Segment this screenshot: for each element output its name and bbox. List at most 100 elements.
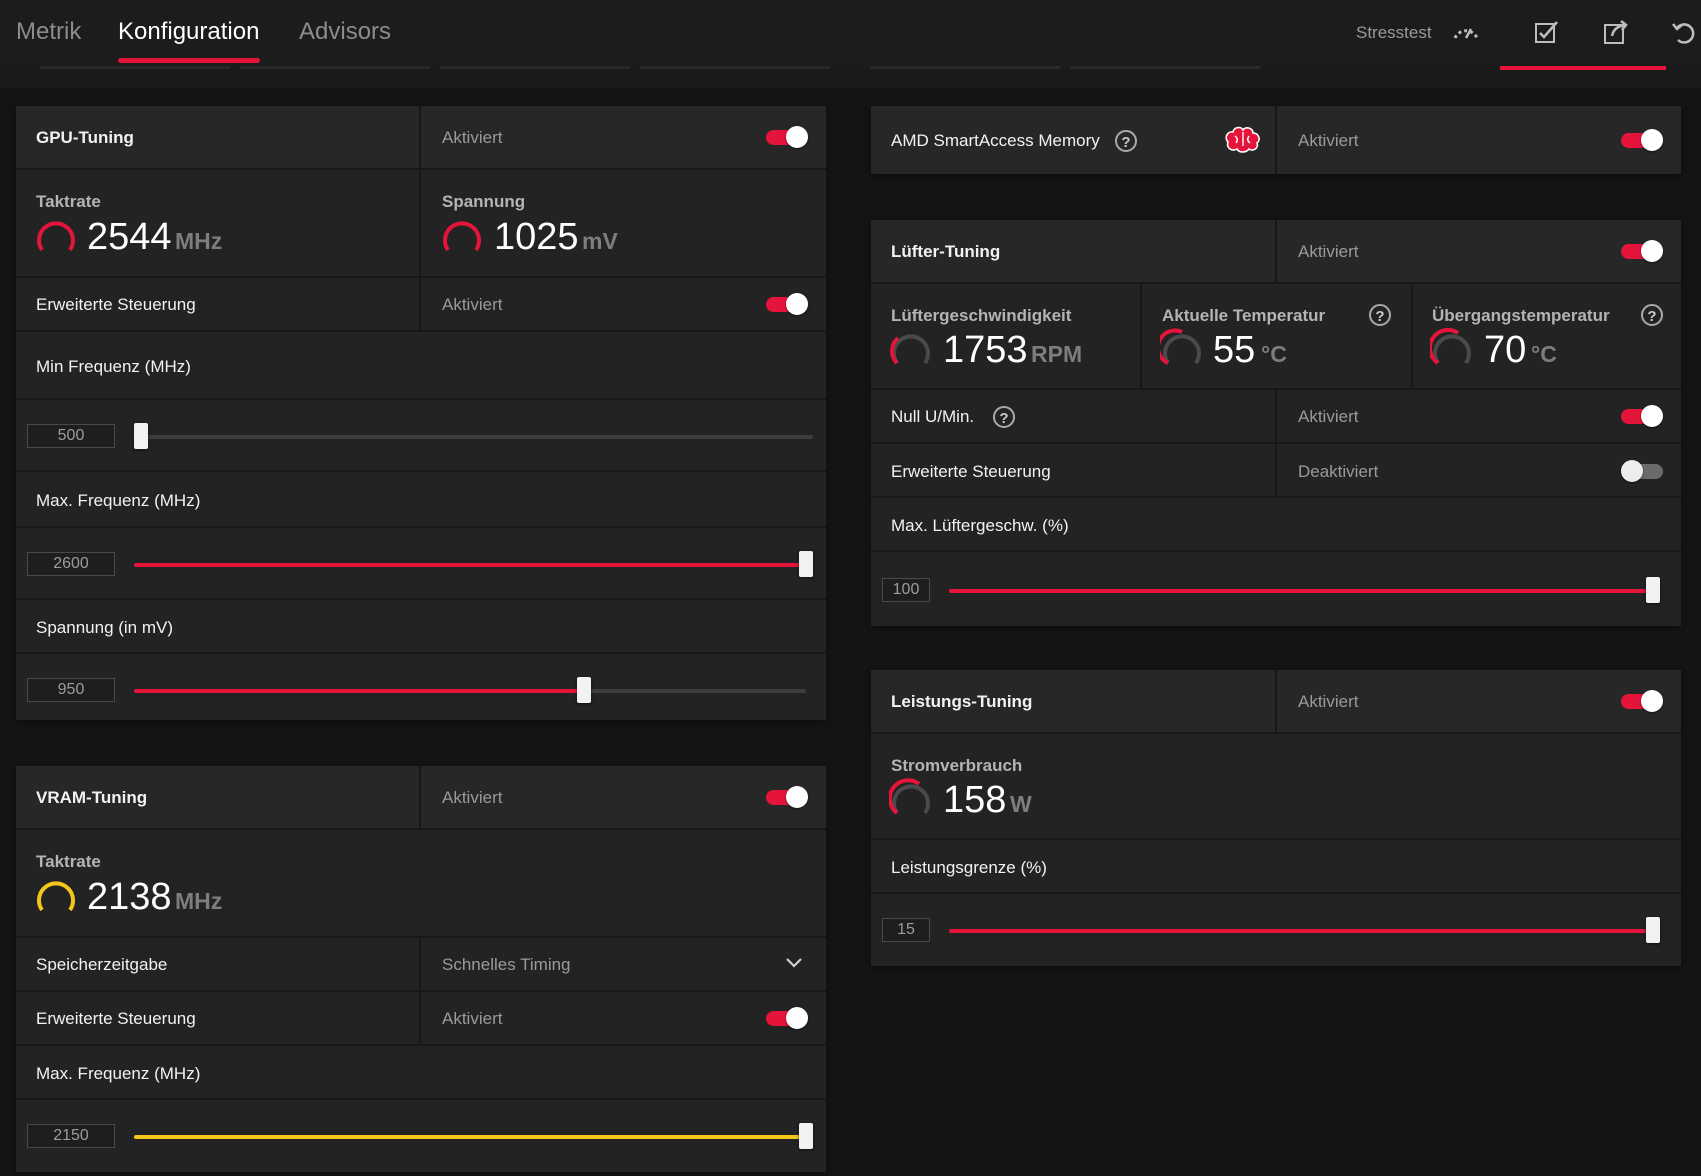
vram-max-freq-slider-fill bbox=[134, 1135, 806, 1139]
vram-tuning-toggle[interactable] bbox=[766, 786, 808, 808]
tab-advisors[interactable]: Advisors bbox=[299, 18, 392, 45]
vram-max-freq-slider-thumb[interactable] bbox=[799, 1123, 813, 1149]
vram-tuning-title: VRAM-Tuning bbox=[36, 788, 148, 807]
memory-timing-label: Speicherzeitgabe bbox=[36, 955, 168, 974]
fan-tuning-header: Lüfter-Tuning Aktiviert bbox=[871, 220, 1681, 284]
power-tuning-panel: Leistungs-Tuning Aktiviert Stromverbrauc… bbox=[871, 670, 1681, 966]
max-fan-speed-value-box[interactable]: 100 bbox=[882, 578, 930, 602]
sub-toolbar-segment bbox=[440, 66, 630, 69]
min-freq-value-box[interactable]: 500 bbox=[27, 424, 115, 448]
reset-icon[interactable] bbox=[1668, 16, 1700, 48]
divider bbox=[419, 766, 421, 828]
vram-max-freq-slider[interactable] bbox=[134, 1123, 813, 1149]
power-metrics-row: Stromverbrauch 158 W bbox=[871, 734, 1681, 840]
tab-metrik[interactable]: Metrik bbox=[16, 18, 82, 45]
voltage-label-row: Spannung (in mV) bbox=[16, 600, 826, 654]
sam-label: AMD SmartAccess Memory bbox=[891, 131, 1100, 150]
power-limit-slider-row: 15 bbox=[871, 894, 1681, 966]
gpu-metrics-row: Taktrate 2544 MHz Spannung 1025 mV bbox=[16, 170, 826, 278]
current-temp-value: 55 bbox=[1213, 329, 1256, 371]
gpu-tuning-toggle[interactable] bbox=[766, 126, 808, 148]
divider bbox=[419, 938, 421, 990]
help-icon[interactable]: ? bbox=[1115, 130, 1137, 152]
max-freq-label-row: Max. Frequenz (MHz) bbox=[16, 472, 826, 528]
gpu-voltage-value: 1025 bbox=[494, 216, 579, 258]
divider bbox=[1140, 284, 1142, 388]
help-icon[interactable]: ? bbox=[993, 406, 1015, 428]
vram-metrics-row: Taktrate 2138 MHz bbox=[16, 830, 826, 938]
save-check-icon[interactable] bbox=[1530, 16, 1562, 48]
speedometer-icon[interactable] bbox=[1450, 16, 1482, 48]
voltage-slider[interactable] bbox=[134, 677, 806, 703]
fan-tuning-toggle[interactable] bbox=[1621, 240, 1663, 262]
vram-clock-label: Taktrate bbox=[36, 852, 101, 871]
max-freq-value-box[interactable]: 2600 bbox=[27, 552, 115, 576]
voltage-slider-thumb[interactable] bbox=[577, 677, 592, 703]
stress-test-label[interactable]: Stresstest bbox=[1356, 23, 1432, 42]
max-fan-speed-label-row: Max. Lüftergeschw. (%) bbox=[871, 498, 1681, 552]
power-limit-value-box[interactable]: 15 bbox=[882, 918, 930, 942]
fan-tuning-panel: Lüfter-Tuning Aktiviert Lüftergeschwindi… bbox=[871, 220, 1681, 626]
fan-advanced-status: Deaktiviert bbox=[1298, 462, 1379, 481]
fan-speed-label: Lüftergeschwindigkeit bbox=[891, 306, 1072, 325]
vram-clock-value: 2138 bbox=[87, 876, 172, 918]
divider bbox=[1275, 106, 1277, 174]
tab-konfiguration[interactable]: Konfiguration bbox=[118, 18, 260, 45]
memory-timing-value: Schnelles Timing bbox=[442, 955, 571, 974]
gpu-advanced-toggle[interactable] bbox=[766, 293, 808, 315]
max-freq-slider-thumb[interactable] bbox=[799, 551, 813, 577]
max-fan-speed-slider-thumb[interactable] bbox=[1646, 577, 1660, 603]
vram-max-freq-slider-row: 2150 bbox=[16, 1100, 826, 1172]
fan-speed-unit: RPM bbox=[1031, 341, 1083, 367]
gpu-tuning-header: GPU-Tuning Aktiviert bbox=[16, 106, 826, 170]
gpu-advanced-status: Aktiviert bbox=[442, 295, 503, 314]
divider bbox=[419, 170, 421, 276]
divider bbox=[419, 106, 421, 168]
power-limit-slider[interactable] bbox=[949, 917, 1660, 943]
chevron-down-icon bbox=[786, 958, 802, 968]
divider bbox=[1275, 390, 1277, 442]
fan-speed-gauge bbox=[890, 334, 930, 365]
help-icon[interactable]: ? bbox=[1641, 304, 1663, 326]
smart-access-memory-panel: AMD SmartAccess Memory ? Aktiviert bbox=[871, 106, 1681, 174]
voltage-value-box[interactable]: 950 bbox=[27, 678, 115, 702]
fan-advanced-toggle[interactable] bbox=[1621, 460, 1663, 482]
divider bbox=[1275, 670, 1277, 732]
gpu-tuning-panel: GPU-Tuning Aktiviert Taktrate 2544 MHz S… bbox=[16, 106, 826, 720]
vram-clock-unit: MHz bbox=[175, 888, 223, 914]
fan-advanced-row: Erweiterte Steuerung Deaktiviert bbox=[871, 444, 1681, 498]
power-limit-slider-thumb[interactable] bbox=[1646, 917, 1660, 943]
sam-toggle[interactable] bbox=[1621, 129, 1663, 151]
power-tuning-toggle[interactable] bbox=[1621, 690, 1663, 712]
max-fan-speed-slider-row: 100 bbox=[871, 552, 1681, 626]
power-limit-slider-fill bbox=[949, 929, 1653, 933]
top-nav-bar: Metrik Konfiguration Advisors Stresstest bbox=[0, 0, 1701, 66]
zero-rpm-toggle[interactable] bbox=[1621, 405, 1663, 427]
max-fan-speed-label: Max. Lüftergeschw. (%) bbox=[891, 516, 1069, 535]
junction-temp-value: 70 bbox=[1484, 329, 1527, 371]
divider bbox=[1411, 284, 1413, 388]
max-fan-speed-slider[interactable] bbox=[949, 577, 1660, 603]
vram-advanced-toggle[interactable] bbox=[766, 1007, 808, 1029]
divider bbox=[419, 992, 421, 1044]
max-freq-slider[interactable] bbox=[134, 551, 813, 577]
gpu-clock-value: 2544 bbox=[87, 216, 172, 258]
fan-metrics-row: Lüftergeschwindigkeit 1753 RPM Aktuelle … bbox=[871, 284, 1681, 390]
vram-max-freq-value-box[interactable]: 2150 bbox=[27, 1124, 115, 1148]
voltage-slider-label: Spannung (in mV) bbox=[36, 618, 174, 637]
min-freq-slider-thumb[interactable] bbox=[134, 423, 148, 449]
voltage-slider-fill bbox=[134, 689, 585, 693]
vram-tuning-panel: VRAM-Tuning Aktiviert Taktrate 2138 MHz … bbox=[16, 766, 826, 1172]
current-temp-label: Aktuelle Temperatur bbox=[1162, 306, 1326, 325]
sub-toolbar-segment bbox=[240, 66, 430, 69]
min-freq-slider[interactable] bbox=[134, 423, 813, 449]
power-draw-value: 158 bbox=[943, 779, 1007, 821]
gpu-voltage-gauge bbox=[443, 221, 481, 252]
current-temp-gauge bbox=[1160, 328, 1201, 365]
divider bbox=[1275, 220, 1277, 282]
gpu-clock-label: Taktrate bbox=[36, 192, 101, 211]
memory-timing-dropdown[interactable]: Schnelles Timing bbox=[421, 938, 826, 990]
help-icon[interactable]: ? bbox=[1369, 304, 1391, 326]
export-icon[interactable] bbox=[1600, 16, 1632, 48]
fan-tuning-title: Lüfter-Tuning bbox=[891, 242, 1001, 261]
